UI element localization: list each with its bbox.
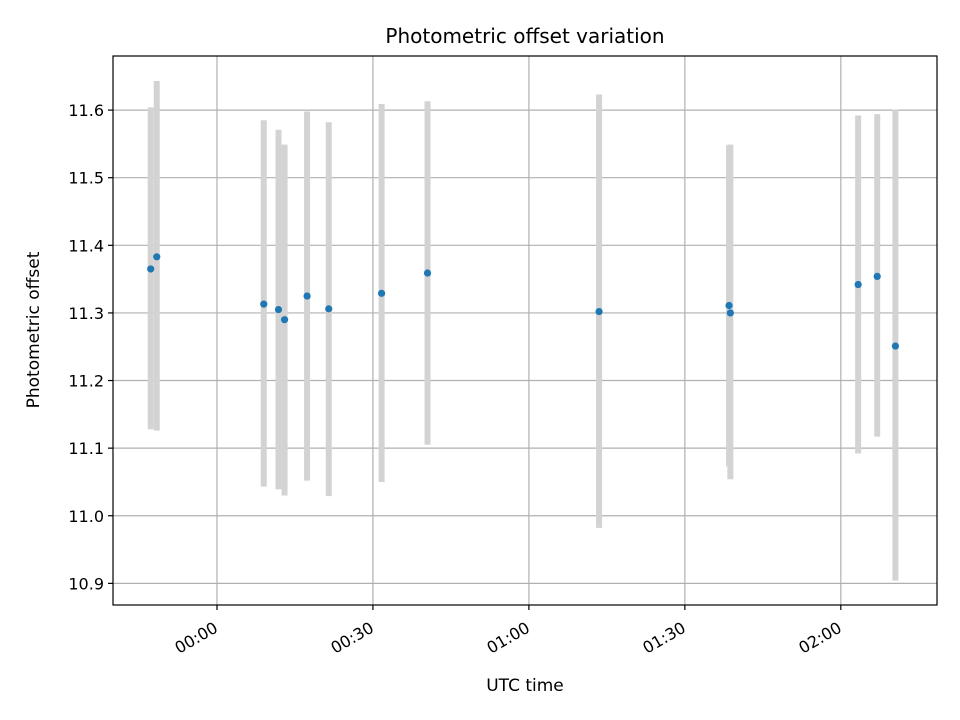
- y-tick-label: 11.5: [68, 169, 104, 188]
- y-tick-label: 11.6: [68, 101, 104, 120]
- data-point: [725, 301, 733, 310]
- chart-title: Photometric offset variation: [385, 24, 664, 48]
- data-point: [378, 289, 386, 297]
- data-point: [891, 342, 900, 350]
- y-tick-label: 11.3: [68, 304, 104, 323]
- y-tick-label: 11.4: [68, 236, 104, 255]
- data-point: [303, 292, 311, 300]
- data-point: [260, 300, 268, 308]
- y-axis-label: Photometric offset: [24, 251, 44, 408]
- data-point: [423, 269, 432, 277]
- data-point: [873, 272, 881, 281]
- data-point: [325, 305, 333, 313]
- data-point: [726, 309, 734, 317]
- data-points: [147, 253, 900, 350]
- y-tick-label: 11.1: [68, 439, 104, 458]
- data-point: [153, 253, 161, 261]
- y-tick-label: 10.9: [68, 574, 104, 593]
- data-point: [595, 307, 603, 316]
- y-tick-label: 11.2: [68, 372, 104, 391]
- data-point: [854, 280, 862, 289]
- data-point: [280, 316, 289, 324]
- plot-frame: [112, 55, 938, 606]
- data-point: [147, 265, 155, 273]
- y-tick-label: 11.0: [68, 507, 104, 526]
- y-axis-ticks: 10.9 11.0 11.1 11.2 11.3 11.4 11.5 11.6: [68, 101, 113, 593]
- x-axis-label: UTC time: [486, 676, 564, 696]
- data-point: [274, 305, 283, 314]
- grid: [113, 56, 937, 605]
